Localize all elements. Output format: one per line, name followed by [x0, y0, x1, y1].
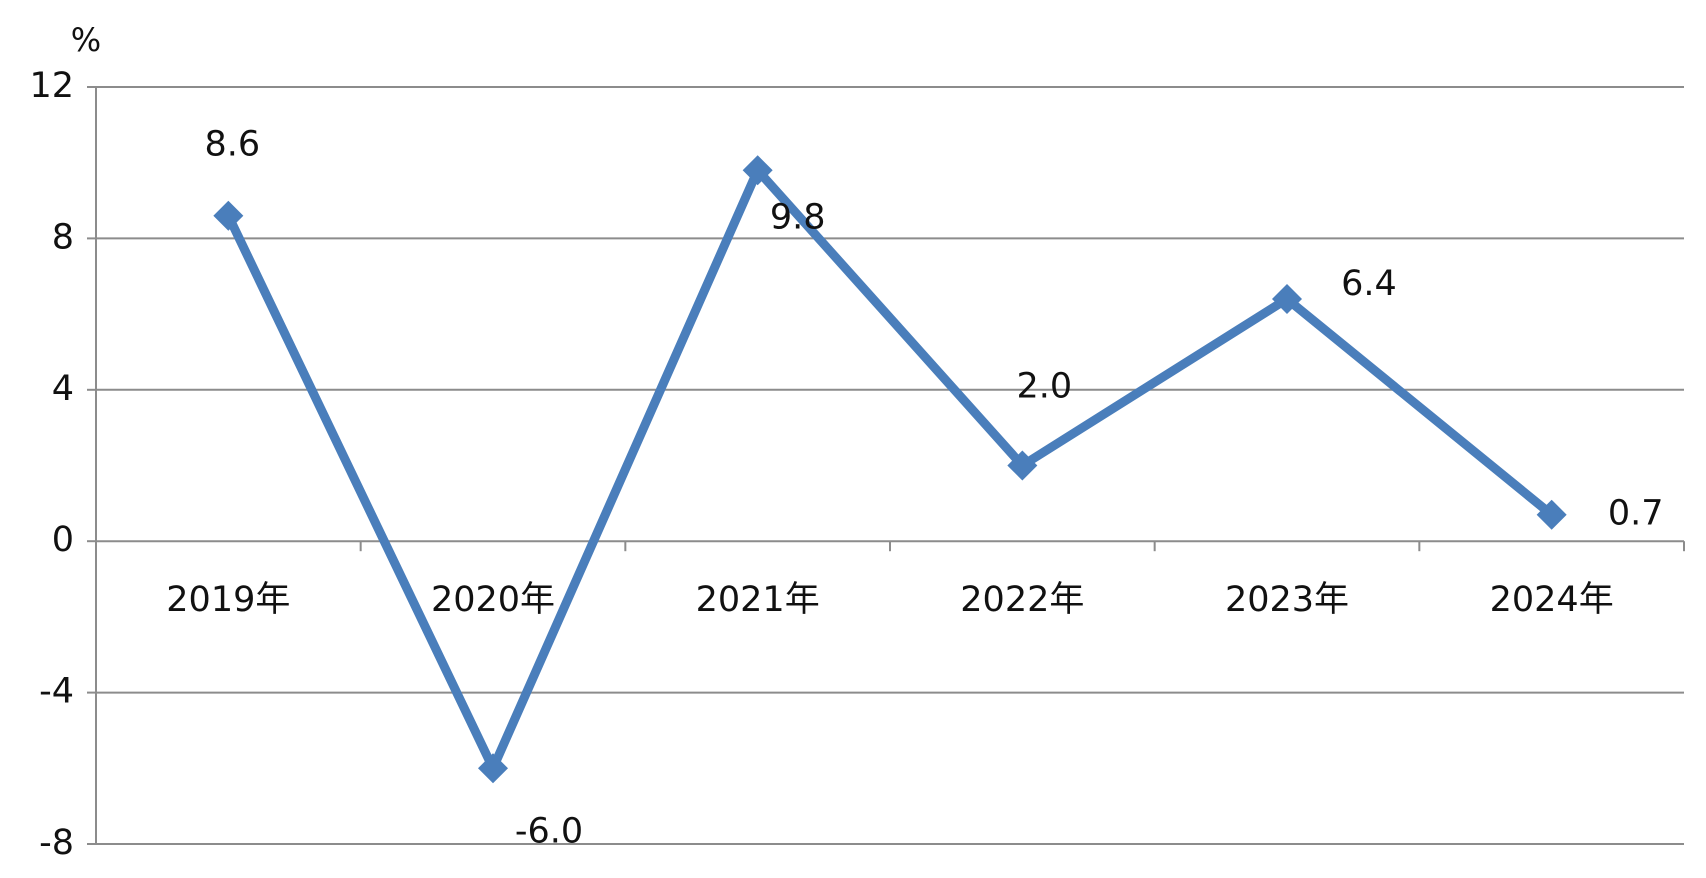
marker	[213, 200, 244, 231]
marker	[1007, 450, 1038, 481]
data-label: 8.6	[204, 125, 260, 165]
x-tick-label: 2024年	[1490, 580, 1614, 620]
x-tick-label: 2020年	[431, 580, 555, 620]
marker	[478, 753, 508, 784]
x-tick-label: 2019年	[166, 580, 290, 620]
data-label: 9.8	[770, 197, 826, 237]
y-axis-label: %	[71, 21, 101, 59]
x-tick-label: 2021年	[696, 580, 820, 620]
line	[224, 165, 1555, 773]
y-tick-label: 8	[52, 217, 74, 257]
y-tick-label: -8	[39, 823, 74, 863]
marker	[1536, 499, 1567, 530]
marker	[1272, 283, 1302, 314]
y-tick-label: 4	[52, 369, 74, 409]
x-tick-label: 2023年	[1225, 580, 1349, 620]
data-label: 2.0	[1016, 367, 1072, 407]
y-tick-label: -4	[39, 672, 74, 712]
x-tick-label: 2022年	[960, 580, 1084, 620]
y-tick-label: 12	[29, 66, 74, 106]
marker	[742, 155, 773, 186]
data-label: 0.7	[1608, 494, 1664, 534]
data-label: 6.4	[1341, 264, 1397, 304]
y-tick-label: 0	[52, 520, 74, 560]
data-label: -6.0	[515, 811, 583, 851]
